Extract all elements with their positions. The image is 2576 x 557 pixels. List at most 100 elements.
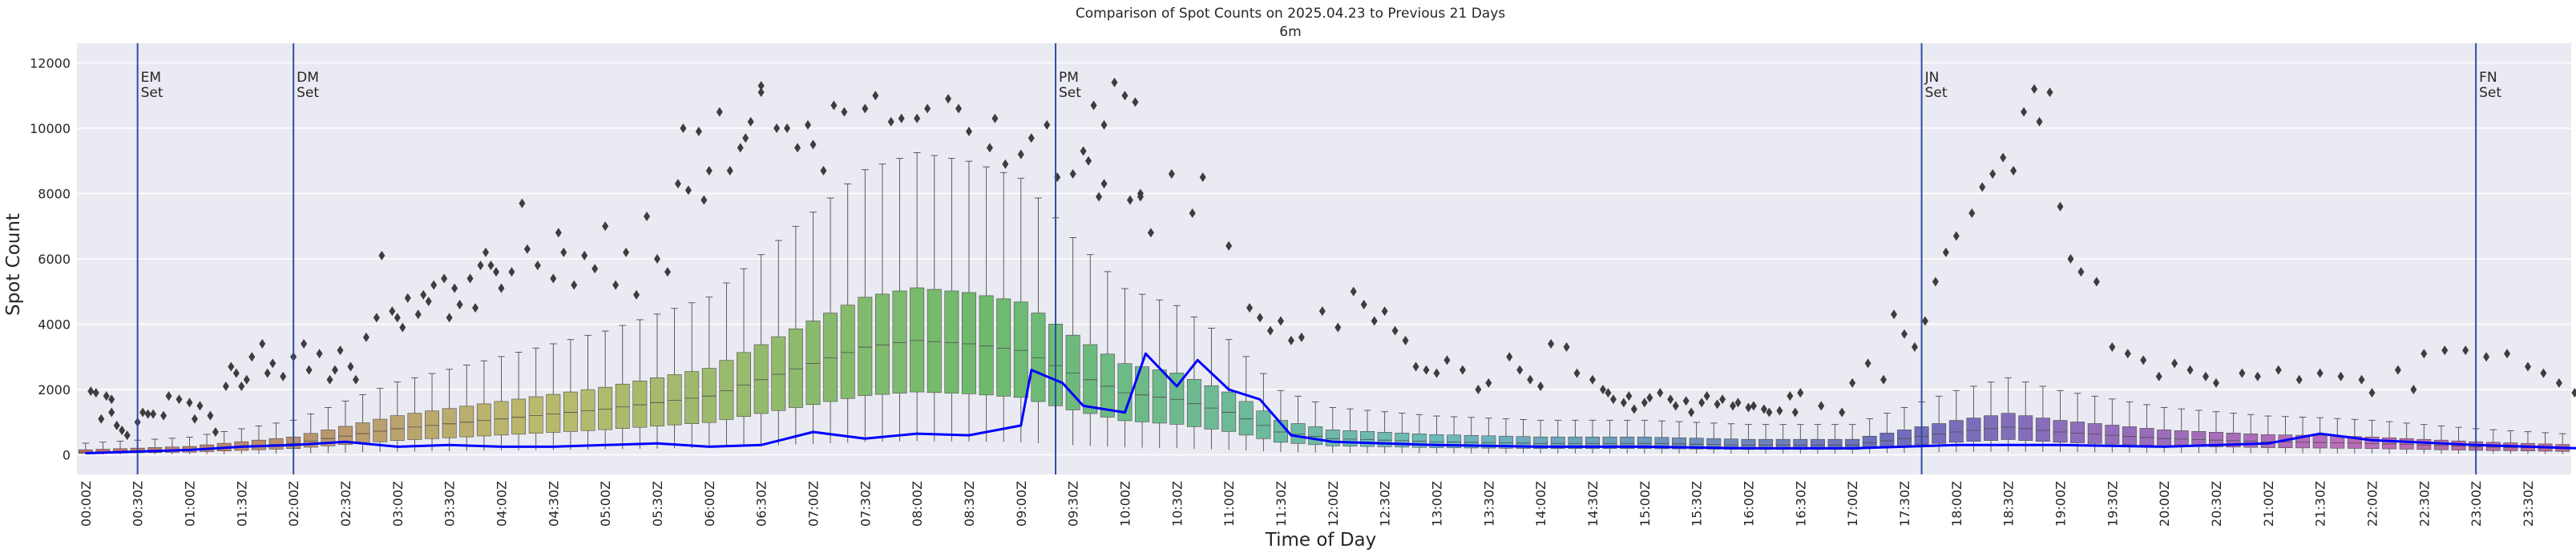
- box-body: [840, 305, 855, 399]
- x-tick-label: 11:30Z: [1274, 481, 1289, 527]
- box-body: [407, 413, 422, 440]
- outlier-point: [1147, 228, 1154, 238]
- outlier-point: [466, 273, 474, 284]
- box-body: [979, 295, 994, 396]
- box-body: [580, 389, 596, 431]
- box-body: [511, 398, 527, 435]
- box-body: [1204, 385, 1219, 430]
- outlier-point: [1111, 77, 1118, 87]
- chart-title: Comparison of Spot Counts on 2025.04.23 …: [1076, 6, 1505, 22]
- box: [1932, 395, 1947, 453]
- box-body: [1221, 391, 1237, 432]
- x-tick-label: 00:30Z: [131, 481, 146, 527]
- box: [962, 160, 976, 442]
- box: [1897, 406, 1912, 454]
- outlier-point: [1548, 338, 1555, 349]
- outlier-point: [2368, 388, 2376, 398]
- outlier-point: [2462, 345, 2469, 356]
- annotation-label: Set: [1925, 85, 1948, 101]
- x-tick-label: 10:00Z: [1117, 481, 1133, 527]
- outlier-point: [1318, 306, 1326, 317]
- outlier-point: [1433, 368, 1440, 378]
- x-tick-label: 04:30Z: [546, 481, 561, 527]
- x-tick-label: 17:30Z: [1897, 481, 1912, 527]
- outlier-point: [2203, 371, 2210, 381]
- box-body: [1013, 301, 1028, 398]
- x-tick-label: 15:00Z: [1637, 481, 1653, 527]
- outlier-point: [2212, 377, 2219, 388]
- x-tick-label: 14:30Z: [1585, 481, 1601, 527]
- box-body: [2417, 438, 2432, 450]
- annotation-label: Set: [141, 85, 164, 101]
- box: [2295, 417, 2310, 454]
- box-body: [1031, 313, 1046, 402]
- y-tick-label: 6000: [38, 252, 71, 267]
- outlier-point: [487, 260, 495, 271]
- box: [1031, 197, 1046, 444]
- outlier-point: [1298, 332, 1305, 342]
- outlier-point: [1880, 374, 1888, 385]
- box: [858, 169, 873, 442]
- outlier-point: [399, 322, 406, 333]
- outlier-point: [674, 179, 681, 189]
- outlier-point: [2410, 385, 2417, 395]
- outlier-point: [2275, 365, 2282, 375]
- box: [2209, 411, 2223, 454]
- box-body: [373, 418, 388, 442]
- outlier-point: [2036, 116, 2043, 127]
- box: [1862, 418, 1877, 454]
- outlier-point: [1766, 407, 1773, 418]
- box: [2053, 389, 2068, 453]
- outlier-point: [664, 267, 671, 277]
- outlier-point: [1714, 399, 1721, 410]
- box: [563, 339, 578, 450]
- outlier-point: [373, 313, 380, 323]
- outlier-point: [316, 349, 323, 359]
- box-body: [2174, 430, 2189, 447]
- outlier-point: [352, 374, 359, 385]
- outlier-point: [519, 198, 526, 208]
- outlier-point: [176, 394, 183, 405]
- x-tick-label: 09:00Z: [1014, 481, 1029, 527]
- box: [1083, 254, 1098, 446]
- box: [2070, 393, 2085, 453]
- box: [753, 254, 769, 446]
- outlier-point: [1085, 155, 1092, 166]
- x-tick-label: 02:00Z: [286, 481, 301, 527]
- box: [1758, 424, 1774, 454]
- annotation-label: JN: [1924, 70, 1940, 86]
- box-body: [528, 396, 543, 434]
- outlier-point: [1849, 377, 1856, 388]
- outlier-point: [571, 280, 578, 290]
- outlier-point: [898, 113, 905, 123]
- outlier-point: [1168, 169, 1175, 180]
- box-body: [1360, 431, 1375, 447]
- outlier-point: [1667, 394, 1674, 405]
- box: [546, 343, 561, 450]
- outlier-point: [1719, 394, 1726, 405]
- box-body: [563, 391, 578, 432]
- y-tick-label: 4000: [38, 317, 71, 333]
- box-body: [476, 403, 491, 437]
- outlier-point: [1485, 377, 1492, 388]
- outlier-point: [1911, 342, 1918, 353]
- x-tick-label: 07:00Z: [806, 481, 821, 527]
- outlier-point: [1246, 303, 1254, 313]
- outlier-point: [1459, 365, 1466, 375]
- box: [806, 212, 821, 444]
- outlier-point: [113, 420, 120, 430]
- outlier-point: [560, 247, 567, 257]
- annotation-label: DM: [297, 70, 319, 86]
- box: [494, 356, 509, 451]
- outlier-point: [1921, 316, 1928, 326]
- outlier-point: [119, 425, 126, 435]
- outlier-point: [1199, 172, 1206, 183]
- outlier-point: [160, 410, 168, 421]
- box-body: [962, 292, 976, 394]
- x-tick-label: 13:30Z: [1481, 481, 1496, 527]
- outlier-point: [1563, 342, 1570, 353]
- box: [771, 240, 786, 446]
- outlier-point: [472, 303, 479, 313]
